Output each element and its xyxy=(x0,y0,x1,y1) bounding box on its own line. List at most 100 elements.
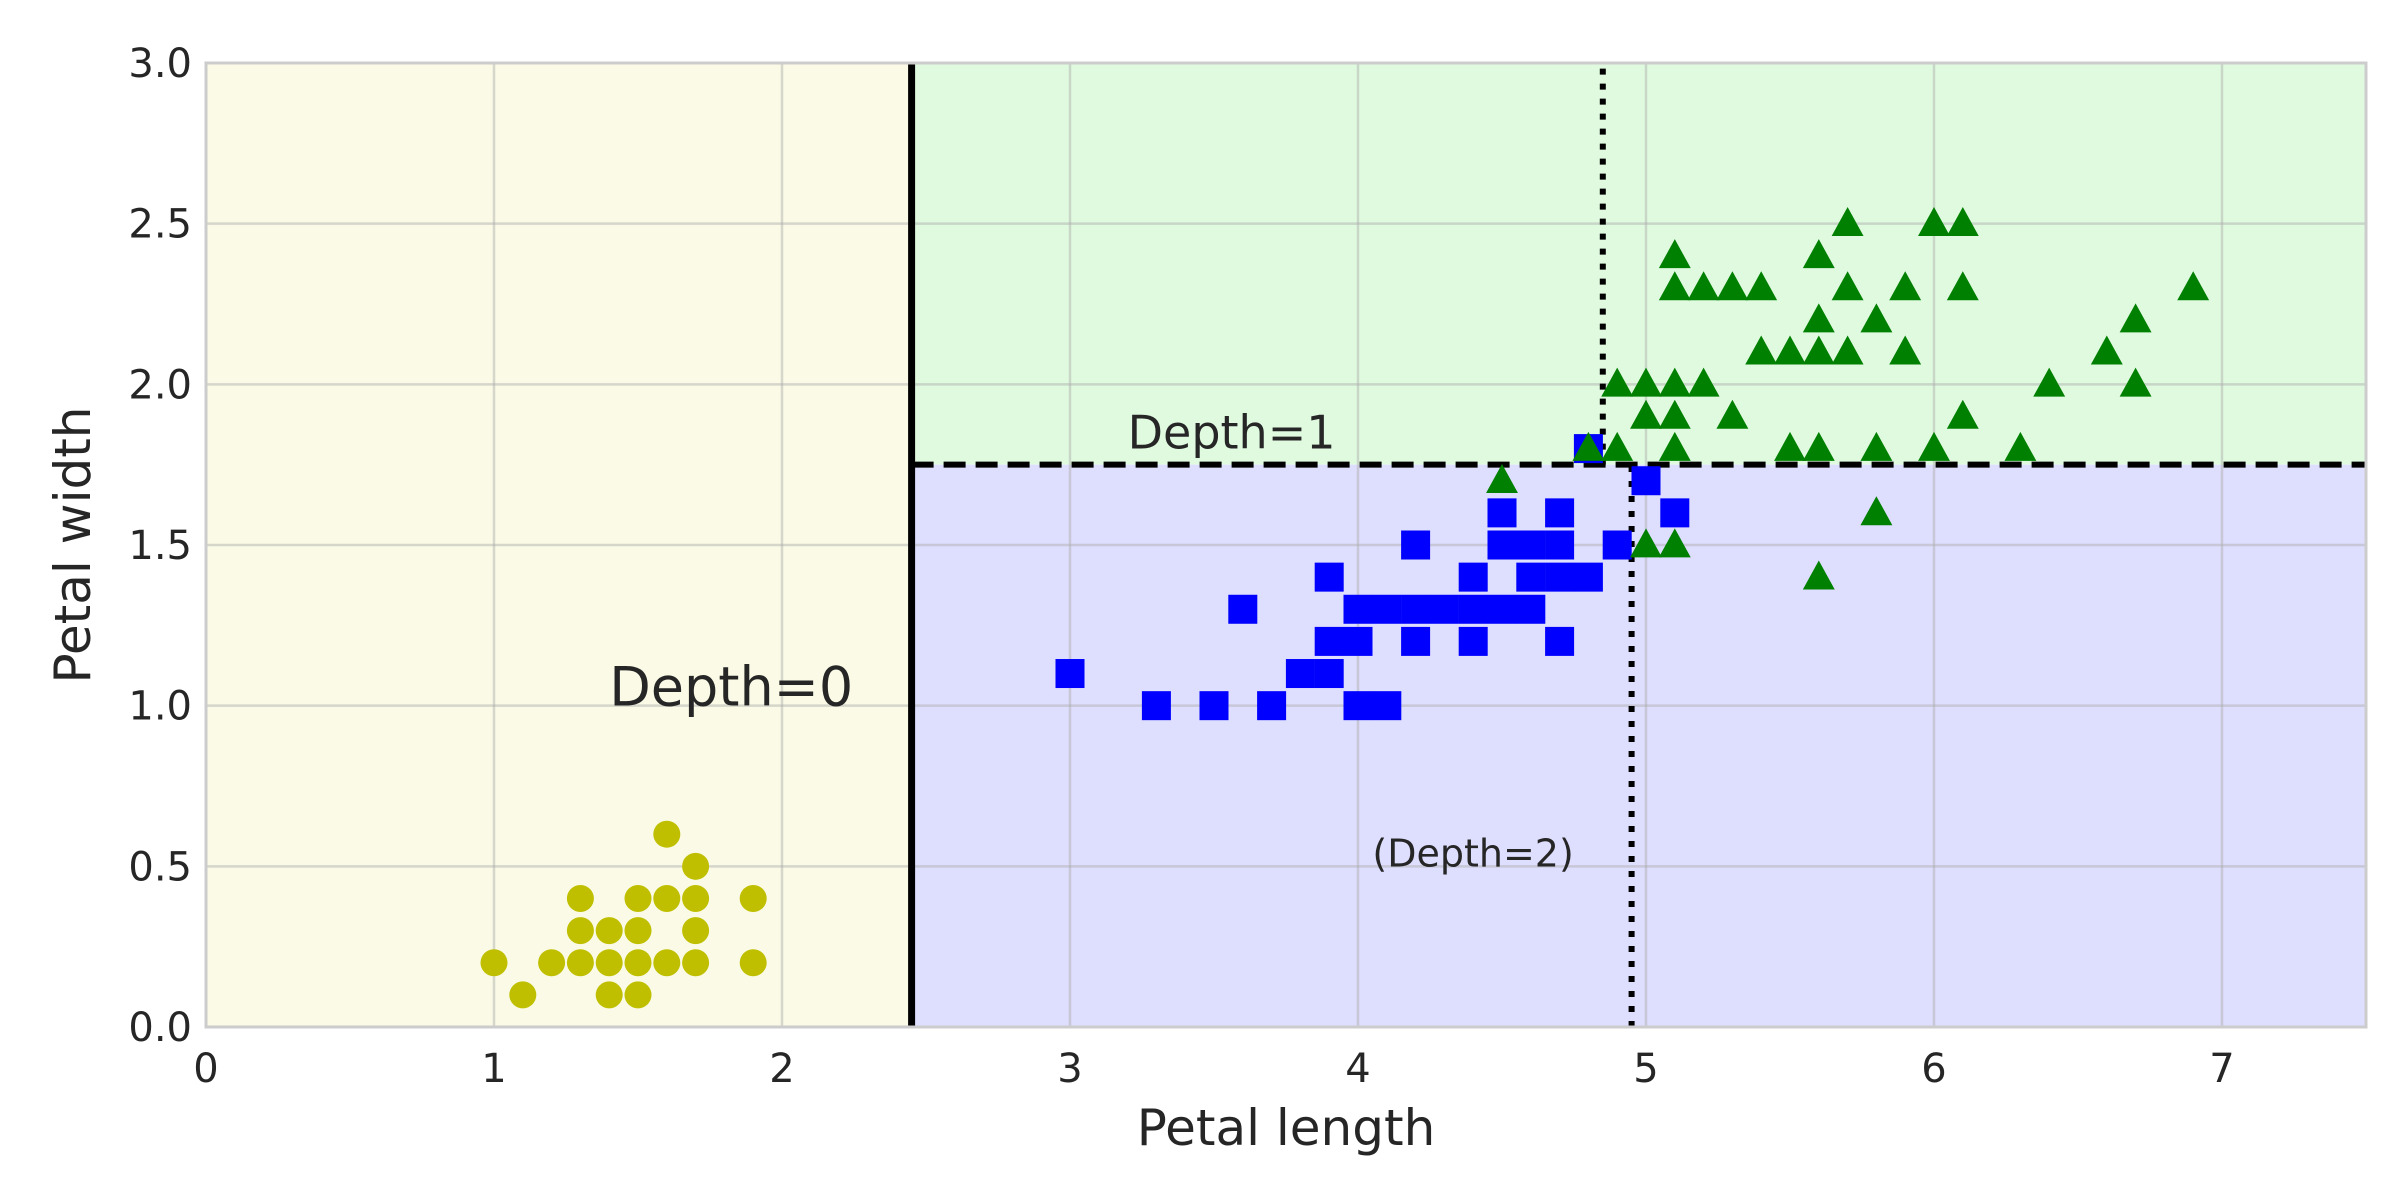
triangle-point xyxy=(1745,271,1778,301)
square-point xyxy=(1372,594,1402,624)
triangle-point xyxy=(1601,431,1634,461)
circle-point xyxy=(682,852,710,880)
y-tick-label: 2.0 xyxy=(128,362,192,408)
circle-point xyxy=(595,917,623,945)
triangle-point xyxy=(1658,239,1691,269)
square-point xyxy=(1314,626,1344,656)
depth-annotation: Depth=1 xyxy=(1128,406,1336,460)
triangle-point xyxy=(1860,431,1893,461)
circle-point xyxy=(653,820,681,848)
triangle-point xyxy=(1802,335,1835,365)
square-point xyxy=(1343,594,1373,624)
triangle-point xyxy=(1802,239,1835,269)
circle-point xyxy=(682,949,710,977)
square-point xyxy=(1401,594,1431,624)
circle-point xyxy=(624,949,652,977)
triangle-point xyxy=(1802,560,1835,590)
circle-point xyxy=(653,884,681,912)
triangle-point xyxy=(2177,271,2210,301)
triangle-point xyxy=(1774,431,1806,461)
square-point xyxy=(1487,498,1517,528)
square-point xyxy=(1314,659,1344,689)
triangle-point xyxy=(1658,528,1691,558)
circle-point xyxy=(682,884,710,912)
y-tick-label: 0.5 xyxy=(128,844,192,890)
circle-point xyxy=(624,884,652,912)
x-tick-label: 2 xyxy=(769,1046,794,1092)
square-point xyxy=(1660,498,1690,528)
triangle-point xyxy=(2033,367,2066,397)
triangle-point xyxy=(1658,399,1691,429)
triangle-point xyxy=(1486,464,1518,494)
triangle-point xyxy=(2004,431,2037,461)
square-point xyxy=(1487,530,1517,560)
decision-regions xyxy=(206,63,2366,1028)
triangle-point xyxy=(1946,206,1979,236)
square-point xyxy=(1458,626,1488,656)
x-axis-label: Petal length xyxy=(1137,1099,1436,1157)
triangle-point xyxy=(1658,431,1691,461)
x-tick-label: 5 xyxy=(1633,1046,1658,1092)
triangle-point xyxy=(1630,399,1662,429)
x-tick-label: 3 xyxy=(1057,1046,1082,1092)
triangle-point xyxy=(1716,399,1749,429)
y-axis-label: Petal width xyxy=(44,407,102,684)
decision-region-2 xyxy=(911,464,2366,1028)
circle-point xyxy=(739,949,767,977)
triangle-point xyxy=(1946,399,1979,429)
y-tick-label: 1.0 xyxy=(128,684,192,730)
circle-point xyxy=(595,981,623,1009)
triangle-point xyxy=(1601,367,1634,397)
square-point xyxy=(1545,562,1575,592)
triangle-point xyxy=(1687,271,1720,301)
triangle-point xyxy=(1889,335,1922,365)
y-tick-label: 1.5 xyxy=(128,523,192,569)
square-point xyxy=(1516,594,1546,624)
square-point xyxy=(1516,562,1546,592)
triangle-point xyxy=(1918,206,1950,236)
circle-point xyxy=(566,949,594,977)
square-point xyxy=(1545,498,1575,528)
square-point xyxy=(1401,530,1431,560)
square-point xyxy=(1285,659,1315,689)
depth-annotation: Depth=0 xyxy=(609,656,853,719)
triangle-point xyxy=(1716,271,1749,301)
square-point xyxy=(1458,562,1488,592)
circle-point xyxy=(566,884,594,912)
x-tick-labels: 0 1 2 3 4 5 6 7 xyxy=(193,1046,2234,1092)
x-tick-label: 6 xyxy=(1921,1046,1946,1092)
x-tick-label: 1 xyxy=(481,1046,506,1092)
plot-frame xyxy=(204,61,2368,1029)
triangle-point xyxy=(1860,303,1893,333)
triangle-point xyxy=(2090,335,2123,365)
circle-point xyxy=(566,917,594,945)
circle-point xyxy=(682,917,710,945)
x-tick-label: 4 xyxy=(1345,1046,1370,1092)
square-point xyxy=(1055,659,1085,689)
depth-annotation: (Depth=2) xyxy=(1372,831,1573,875)
y-tick-label: 2.5 xyxy=(128,202,192,248)
decision-region-0 xyxy=(206,63,912,1027)
circle-point xyxy=(624,917,652,945)
square-point xyxy=(1602,530,1632,560)
square-point xyxy=(1545,626,1575,656)
x-tick-label: 7 xyxy=(2209,1046,2234,1092)
y-tick-label: 0.0 xyxy=(128,1005,192,1051)
triangle-point xyxy=(2119,303,2152,333)
square-point xyxy=(1199,691,1229,721)
circle-point xyxy=(595,949,623,977)
triangle-point xyxy=(1658,367,1691,397)
depth-annotations: Depth=0 Depth=1 (Depth=2) xyxy=(609,406,1574,876)
square-point xyxy=(1429,594,1459,624)
square-point xyxy=(1573,562,1603,592)
circle-point xyxy=(538,949,566,977)
square-point xyxy=(1516,530,1546,560)
triangle-point xyxy=(2119,367,2152,397)
triangle-point xyxy=(1630,528,1662,558)
triangle-point xyxy=(1802,431,1835,461)
data-points xyxy=(480,206,2210,1009)
square-point xyxy=(1314,562,1344,592)
square-point xyxy=(1401,626,1431,656)
